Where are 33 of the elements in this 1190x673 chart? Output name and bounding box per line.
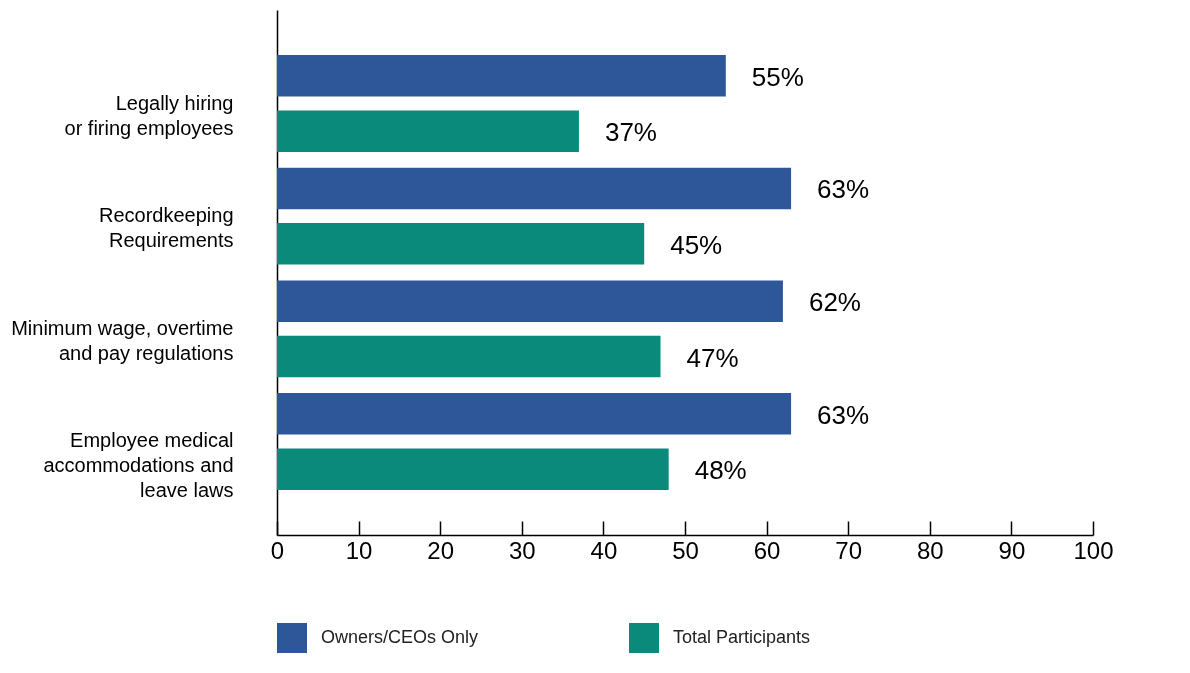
data-label: 63% bbox=[817, 399, 870, 430]
x-tick-label: 20 bbox=[427, 536, 455, 564]
data-label: 37% bbox=[604, 117, 657, 148]
x-tick-label: 40 bbox=[590, 536, 618, 564]
bar bbox=[277, 393, 792, 435]
bar bbox=[277, 167, 792, 210]
bar bbox=[277, 280, 783, 322]
x-tick-label: 50 bbox=[672, 536, 699, 564]
x-tick-label: 100 bbox=[1073, 536, 1114, 564]
data-label: 48% bbox=[694, 455, 747, 486]
y-tick-label: Legally hiring or firing employees bbox=[64, 91, 234, 139]
y-tick-label: Recordkeeping Requirements bbox=[98, 204, 234, 252]
data-label: 62% bbox=[808, 287, 861, 318]
bar bbox=[277, 110, 579, 152]
data-label: 63% bbox=[817, 174, 870, 205]
x-tick-label: 0 bbox=[270, 536, 285, 564]
bar bbox=[277, 223, 645, 265]
bar bbox=[277, 448, 669, 490]
x-tick-label: 10 bbox=[345, 536, 373, 564]
x-tick-label: 70 bbox=[835, 536, 863, 564]
data-label: 47% bbox=[686, 342, 739, 373]
legend-label: Total Participants bbox=[673, 627, 811, 647]
x-tick-label: 80 bbox=[916, 536, 944, 564]
data-label: 45% bbox=[670, 229, 723, 260]
y-tick-label: Employee medical accommodations and leave laws bbox=[43, 429, 234, 502]
bar bbox=[277, 55, 726, 97]
x-tick-label: 60 bbox=[753, 536, 781, 564]
x-tick-label: 90 bbox=[998, 536, 1026, 564]
legend-label: Owners/CEOs Only bbox=[321, 627, 479, 647]
data-label: 55% bbox=[751, 61, 804, 92]
bar bbox=[277, 335, 661, 378]
y-tick-label: Minimum wage, overtime and pay regulations bbox=[11, 316, 234, 364]
x-tick-label: 30 bbox=[508, 536, 536, 564]
